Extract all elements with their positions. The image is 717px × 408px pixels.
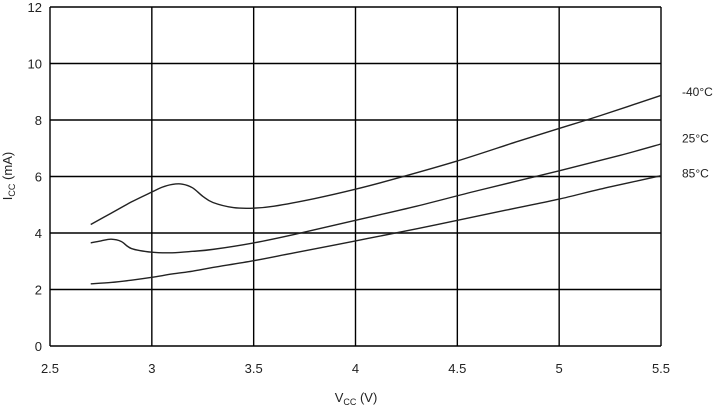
- series-label-0: -40°C: [682, 85, 713, 99]
- grid: [49, 6, 662, 347]
- x-axis-label: VCC (V): [335, 390, 378, 407]
- y-axis-label-main: I: [0, 197, 15, 201]
- x-axis-label-unit: (V): [356, 390, 377, 405]
- y-tick-label-5: 10: [28, 57, 42, 72]
- x-axis-label-main: V: [335, 390, 344, 405]
- x-axis-label-sub: CC: [343, 397, 356, 407]
- series-label-2: 85°C: [682, 167, 709, 181]
- y-axis-label-sub: CC: [7, 183, 17, 196]
- tick-labels: 2.5 3 3.5 4 4.5 5 5.5 0 2 4 6 8 10 12: [28, 0, 671, 376]
- y-tick-label-6: 12: [28, 0, 42, 15]
- x-tick-label-4: 4.5: [448, 361, 466, 376]
- x-tick-label-6: 5.5: [652, 361, 670, 376]
- series-line-2: [90, 174, 662, 285]
- y-tick-label-4: 8: [35, 113, 42, 128]
- y-tick-label-1: 2: [35, 283, 42, 298]
- y-axis-label: ICC (mA): [0, 152, 17, 200]
- x-tick-label-3: 4: [352, 361, 359, 376]
- series-lines: [90, 94, 662, 285]
- y-tick-label-0: 0: [35, 339, 42, 354]
- x-tick-label-2: 3.5: [245, 361, 263, 376]
- series-labels: -40°C 25°C 85°C: [682, 85, 713, 181]
- y-tick-label-2: 4: [35, 226, 42, 241]
- x-tick-label-1: 3: [148, 361, 155, 376]
- y-axis-label-unit: (mA): [0, 152, 15, 184]
- series-line-0: [90, 94, 662, 226]
- series-line-1: [90, 143, 662, 254]
- x-tick-label-5: 5: [556, 361, 563, 376]
- x-tick-label-0: 2.5: [41, 361, 59, 376]
- series-label-1: 25°C: [682, 131, 709, 145]
- y-tick-label-3: 6: [35, 170, 42, 185]
